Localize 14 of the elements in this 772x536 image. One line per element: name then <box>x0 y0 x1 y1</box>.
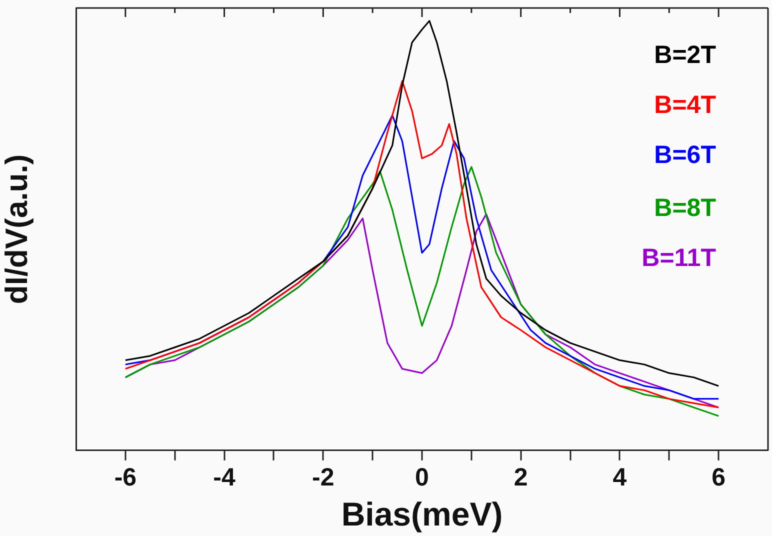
text: B=6T <box>654 140 716 169</box>
x-tick-label: -2 <box>312 463 334 492</box>
text: B=8T <box>654 194 716 222</box>
x-tick-label: 2 <box>514 463 528 492</box>
text: B=11T <box>642 244 716 272</box>
text: B=2T <box>654 40 716 69</box>
x-tick-label: 6 <box>712 463 726 492</box>
x-tick-label: -6 <box>114 463 137 492</box>
x-tick-label: -4 <box>213 463 236 492</box>
x-axis-title: Bias(meV) <box>341 495 503 532</box>
x-tick-label: 4 <box>612 463 627 492</box>
x-tick-label: 0 <box>415 463 429 492</box>
text: B=4T <box>654 90 716 119</box>
y-axis-title: dI/dV(a.u.) <box>0 154 34 304</box>
